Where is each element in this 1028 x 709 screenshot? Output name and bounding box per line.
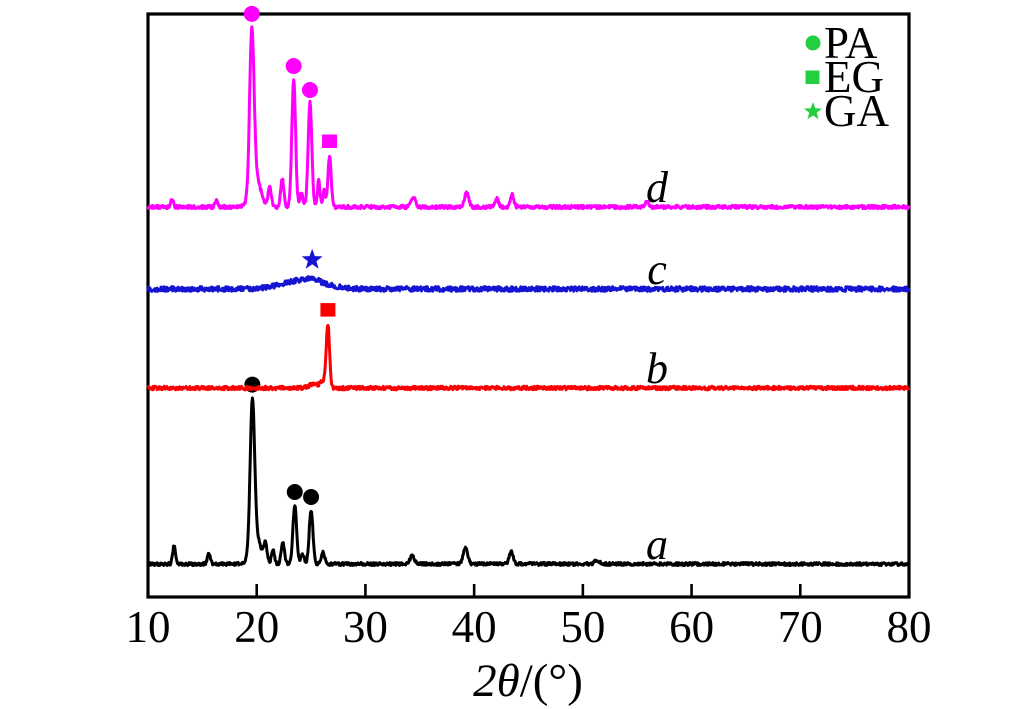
legend-item-ga: GA: [802, 86, 889, 136]
legend-label-eg: EG: [824, 52, 884, 102]
curve-c: [146, 275, 911, 293]
legend-item-eg: EG: [802, 52, 889, 102]
square-glyph: [805, 70, 820, 84]
x-tick-label-60: 60: [669, 602, 714, 652]
x-tick-label-10: 10: [126, 602, 171, 652]
legend-label-ga: GA: [824, 86, 889, 136]
x-tick-label-40: 40: [452, 602, 497, 652]
curve-label-a: a: [646, 520, 668, 569]
curve-b: [146, 323, 911, 392]
x-axis-title: 2θ/(°): [418, 654, 638, 708]
x-axis-title-symbol: 2θ: [473, 655, 520, 707]
peak-marker-square-b: [320, 303, 336, 317]
peak-marker-circle-a: [286, 483, 303, 500]
curve-label-c: c: [647, 245, 667, 294]
curve-label-b: b: [646, 344, 668, 393]
curve-label-d: d: [646, 163, 669, 212]
peak-marker-circle-d: [243, 5, 260, 22]
x-tick-label-20: 20: [234, 602, 279, 652]
star-marker-icon: [802, 100, 824, 122]
star-glyph: [804, 102, 822, 120]
x-axis-title-units: /(°): [519, 655, 583, 707]
curve-d: [146, 25, 911, 211]
x-tick-label-30: 30: [343, 602, 388, 652]
curve-a: [146, 396, 911, 567]
plot-frame: [146, 12, 911, 599]
peak-marker-circle-d: [285, 57, 302, 74]
legend-label-pa: PA: [824, 18, 878, 68]
legend: PA EG GA: [802, 18, 889, 136]
x-tick-label-50: 50: [560, 602, 605, 652]
circle-marker-icon: [802, 32, 824, 54]
legend-item-pa: PA: [802, 18, 889, 68]
circle-glyph: [805, 35, 821, 51]
x-tick-label-80: 80: [887, 602, 932, 652]
peak-marker-square-d: [322, 134, 338, 148]
x-tick-label-70: 70: [778, 602, 823, 652]
peak-marker-circle-a: [303, 489, 320, 505]
peak-marker-star-c: [301, 248, 323, 269]
peak-marker-circle-d: [301, 82, 318, 98]
square-marker-icon: [802, 66, 824, 88]
